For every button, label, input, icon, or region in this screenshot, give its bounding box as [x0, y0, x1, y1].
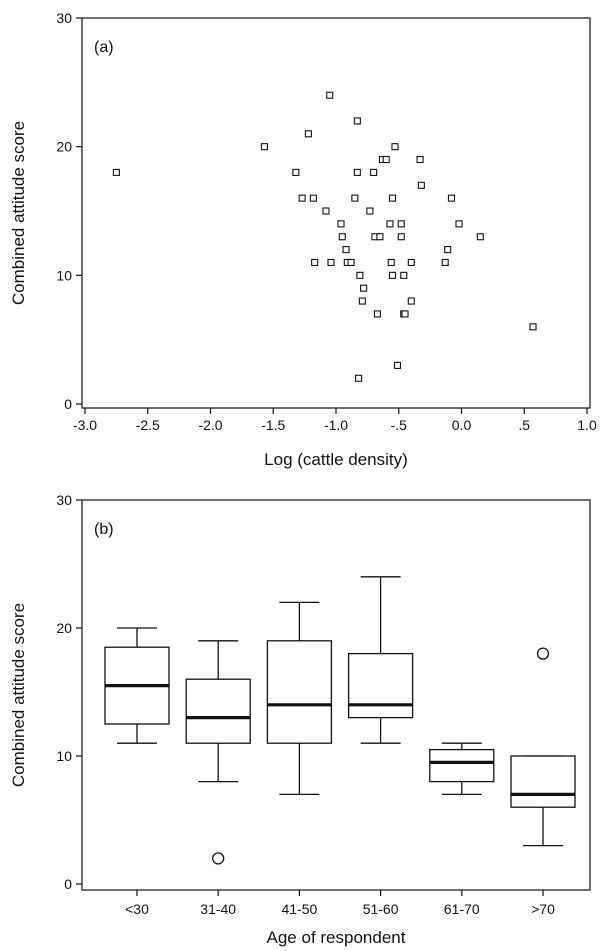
scatter-point — [393, 361, 402, 369]
scatter-point — [292, 168, 300, 176]
scatter-point — [376, 233, 384, 241]
boxplot-panel: (b) Combined attitude score Age of respo… — [9, 492, 591, 947]
scatter-x-tick-label: -.5 — [391, 417, 408, 433]
scatter-point — [355, 374, 363, 382]
boxplot-y-tick-label: 20 — [56, 620, 72, 636]
boxplot-x-tick-label: 41-50 — [281, 901, 317, 917]
scatter-point — [441, 258, 449, 267]
boxplot-x-tick-label: 61-70 — [444, 901, 480, 917]
scatter-x-axis-title: Log (cattle density) — [264, 450, 408, 469]
scatter-points — [112, 91, 537, 382]
scatter-y-axis-title: Combined attitude score — [9, 121, 28, 305]
boxplot-y-tick-label: 30 — [56, 492, 72, 508]
scatter-point — [358, 297, 366, 305]
scatter-point — [366, 207, 374, 215]
boxplot-box — [429, 748, 495, 783]
scatter-point — [391, 143, 399, 151]
scatter-x-tick-label: -1.0 — [324, 417, 348, 433]
scatter-x-tick-label: -1.5 — [261, 417, 285, 433]
boxplot-panel-label: (b) — [94, 521, 114, 538]
scatter-point — [311, 258, 319, 267]
scatter-point — [407, 258, 415, 267]
scatter-point — [353, 117, 361, 125]
boxplot-x-tick-label: <30 — [125, 901, 149, 917]
scatter-point — [298, 194, 306, 202]
boxplot-box-group — [429, 742, 495, 796]
scatter-y-tick-label: 0 — [64, 396, 72, 412]
scatter-point — [309, 194, 317, 202]
boxplot-box — [510, 755, 576, 808]
scatter-point — [322, 207, 330, 215]
scatter-point — [444, 246, 452, 254]
scatter-point — [407, 297, 415, 305]
scatter-y-tick-label: 10 — [56, 267, 72, 283]
scatter-point — [397, 220, 405, 228]
scatter-point — [382, 155, 390, 164]
scatter-x-tick-label: -3.0 — [73, 417, 97, 433]
scatter-point — [400, 271, 408, 279]
scatter-point — [327, 258, 335, 267]
boxplot-box — [266, 640, 333, 744]
boxplot-boxes — [104, 576, 576, 865]
boxplot-x-axis-title: Age of respondent — [267, 928, 406, 947]
boxplot-x-tick-label: >70 — [531, 901, 555, 917]
boxplot-box-group — [347, 576, 414, 744]
scatter-point — [386, 220, 394, 228]
scatter-point — [370, 168, 378, 176]
scatter-point — [417, 181, 425, 189]
boxplot-box-group — [266, 601, 333, 796]
scatter-y-tick-label: 20 — [56, 139, 72, 155]
scatter-point — [112, 168, 120, 176]
scatter-point — [387, 258, 395, 267]
boxplot-box — [185, 678, 251, 744]
scatter-point — [260, 143, 269, 151]
scatter-point — [388, 194, 397, 202]
scatter-point — [360, 284, 368, 292]
scatter-point — [397, 233, 405, 241]
scatter-point — [373, 310, 381, 318]
scatter-point — [326, 91, 334, 99]
scatter-y-tick-label: 30 — [56, 10, 72, 26]
boxplot-x-ticks: <30 31-40 41-50 51-60 61-70 >70 — [125, 890, 555, 917]
boxplot-y-ticks: 0 10 20 30 — [56, 492, 82, 892]
scatter-point — [529, 323, 537, 331]
scatter-y-ticks: 0 10 20 30 — [56, 10, 82, 412]
scatter-point — [455, 220, 463, 228]
scatter-point — [347, 258, 355, 267]
scatter-point — [356, 271, 364, 279]
scatter-point — [353, 168, 361, 176]
scatter-point — [476, 233, 484, 241]
scatter-x-ticks: -3.0 -2.5 -2.0 -1.5 -1.0 -.5 0.0 .5 1.0 — [73, 408, 597, 433]
scatter-x-tick-label: 1.0 — [577, 417, 597, 433]
scatter-point — [351, 194, 359, 202]
scatter-panel: (a) Combined attitude score Log (cattle … — [9, 10, 597, 469]
boxplot-box-group — [185, 640, 251, 865]
scatter-point — [416, 155, 424, 164]
scatter-x-tick-label: .5 — [518, 417, 530, 433]
scatter-point — [337, 220, 345, 228]
scatter-point — [447, 194, 456, 202]
boxplot-box-group — [104, 627, 170, 744]
boxplot-outlier — [536, 647, 550, 660]
scatter-point — [304, 130, 312, 138]
scatter-point — [388, 271, 397, 279]
scatter-point — [342, 246, 350, 254]
scatter-point — [401, 310, 409, 318]
boxplot-box-group — [510, 647, 576, 847]
boxplot-x-tick-label: 31-40 — [200, 901, 236, 917]
boxplot-y-tick-label: 0 — [64, 876, 72, 892]
scatter-point — [338, 233, 346, 241]
boxplot-plot-frame — [81, 499, 591, 891]
boxplot-y-axis-title: Combined attitude score — [9, 603, 28, 787]
scatter-x-tick-label: -2.0 — [198, 417, 222, 433]
scatter-x-tick-label: 0.0 — [452, 417, 472, 433]
boxplot-box — [347, 652, 414, 719]
scatter-panel-label: (a) — [94, 39, 114, 56]
boxplot-x-tick-label: 51-60 — [363, 901, 399, 917]
scatter-x-tick-label: -2.5 — [136, 417, 160, 433]
boxplot-outlier — [212, 852, 225, 865]
boxplot-y-tick-label: 10 — [56, 748, 72, 764]
scatter-plot-frame — [81, 17, 591, 409]
